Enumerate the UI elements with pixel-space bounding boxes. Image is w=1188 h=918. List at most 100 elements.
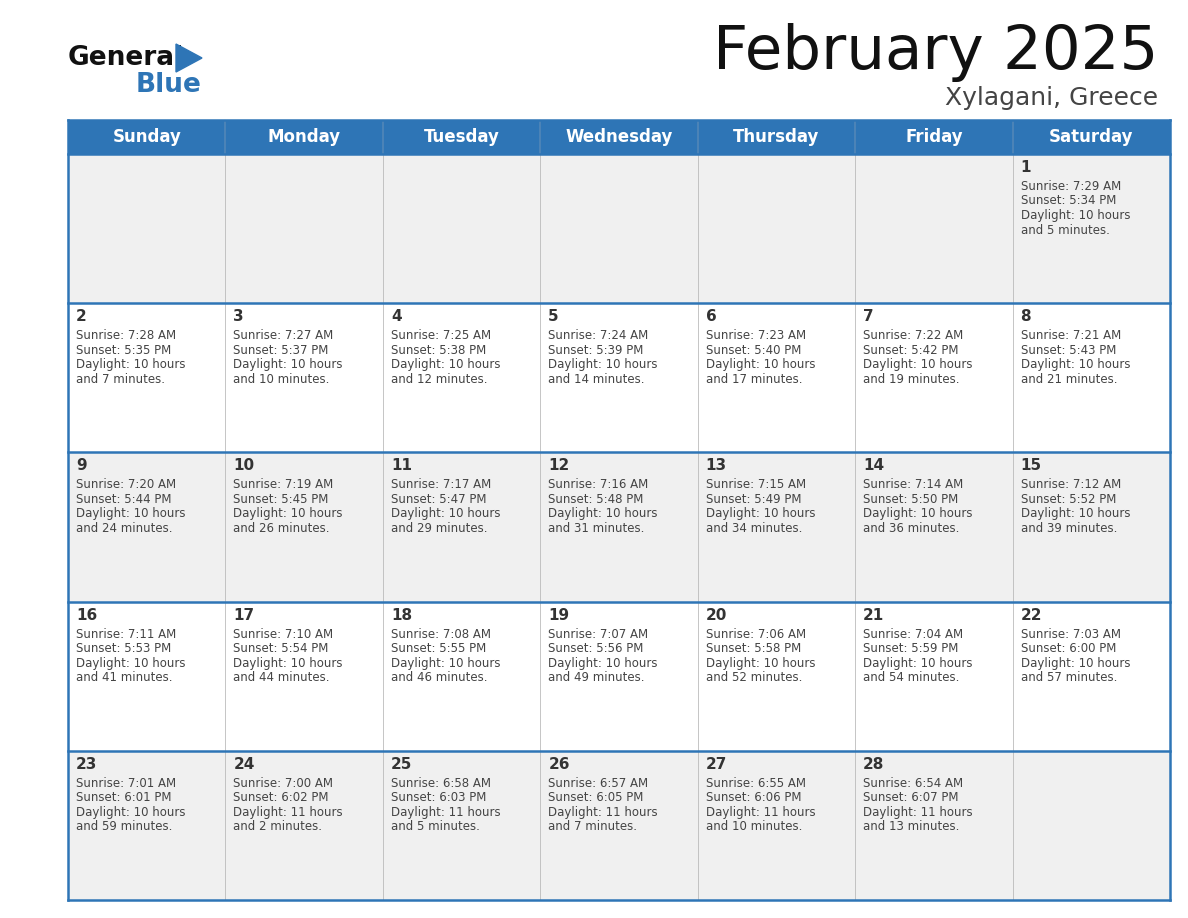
Text: Daylight: 10 hours: Daylight: 10 hours [76, 656, 185, 669]
FancyBboxPatch shape [1012, 120, 1170, 154]
FancyBboxPatch shape [855, 751, 1012, 900]
Text: Sunset: 6:01 PM: Sunset: 6:01 PM [76, 791, 171, 804]
Text: 1: 1 [1020, 160, 1031, 175]
Text: 16: 16 [76, 608, 97, 622]
FancyBboxPatch shape [541, 154, 697, 303]
Text: Daylight: 10 hours: Daylight: 10 hours [391, 508, 500, 521]
Text: Sunset: 5:39 PM: Sunset: 5:39 PM [549, 343, 644, 357]
Text: Sunset: 6:03 PM: Sunset: 6:03 PM [391, 791, 486, 804]
Text: Sunrise: 7:04 AM: Sunrise: 7:04 AM [864, 628, 963, 641]
FancyBboxPatch shape [226, 453, 383, 601]
Text: 19: 19 [549, 608, 569, 622]
Text: and 49 minutes.: and 49 minutes. [549, 671, 645, 684]
FancyBboxPatch shape [541, 601, 697, 751]
FancyBboxPatch shape [855, 303, 1012, 453]
Text: Daylight: 10 hours: Daylight: 10 hours [706, 656, 815, 669]
Text: Daylight: 10 hours: Daylight: 10 hours [1020, 508, 1130, 521]
Text: Sunrise: 7:15 AM: Sunrise: 7:15 AM [706, 478, 805, 491]
Text: Sunrise: 7:14 AM: Sunrise: 7:14 AM [864, 478, 963, 491]
Text: 21: 21 [864, 608, 884, 622]
Text: 4: 4 [391, 309, 402, 324]
Text: Sunrise: 7:28 AM: Sunrise: 7:28 AM [76, 330, 176, 342]
Text: 2: 2 [76, 309, 87, 324]
Text: Daylight: 10 hours: Daylight: 10 hours [76, 806, 185, 819]
Text: 7: 7 [864, 309, 873, 324]
Text: Daylight: 10 hours: Daylight: 10 hours [864, 508, 973, 521]
FancyBboxPatch shape [383, 751, 541, 900]
FancyBboxPatch shape [383, 120, 541, 154]
FancyBboxPatch shape [226, 120, 383, 154]
Text: and 26 minutes.: and 26 minutes. [233, 522, 330, 535]
FancyBboxPatch shape [855, 154, 1012, 303]
Text: February 2025: February 2025 [713, 23, 1158, 82]
Text: Daylight: 10 hours: Daylight: 10 hours [233, 656, 343, 669]
Text: and 54 minutes.: and 54 minutes. [864, 671, 960, 684]
FancyBboxPatch shape [383, 453, 541, 601]
Text: Daylight: 10 hours: Daylight: 10 hours [549, 656, 658, 669]
Text: and 39 minutes.: and 39 minutes. [1020, 522, 1117, 535]
Text: and 41 minutes.: and 41 minutes. [76, 671, 172, 684]
FancyBboxPatch shape [68, 154, 226, 303]
Text: Daylight: 10 hours: Daylight: 10 hours [1020, 209, 1130, 222]
Text: 6: 6 [706, 309, 716, 324]
Text: Sunrise: 6:58 AM: Sunrise: 6:58 AM [391, 777, 491, 789]
FancyBboxPatch shape [226, 751, 383, 900]
FancyBboxPatch shape [697, 751, 855, 900]
Text: Saturday: Saturday [1049, 128, 1133, 146]
Text: and 46 minutes.: and 46 minutes. [391, 671, 487, 684]
Text: Daylight: 10 hours: Daylight: 10 hours [391, 656, 500, 669]
Text: and 5 minutes.: and 5 minutes. [391, 821, 480, 834]
Text: and 12 minutes.: and 12 minutes. [391, 373, 487, 386]
Text: 26: 26 [549, 756, 570, 772]
Text: Friday: Friday [905, 128, 962, 146]
Text: 24: 24 [233, 756, 254, 772]
Text: Daylight: 10 hours: Daylight: 10 hours [1020, 656, 1130, 669]
FancyBboxPatch shape [68, 120, 226, 154]
Text: Sunset: 5:43 PM: Sunset: 5:43 PM [1020, 343, 1116, 357]
Text: Wednesday: Wednesday [565, 128, 672, 146]
Text: 20: 20 [706, 608, 727, 622]
Text: Daylight: 11 hours: Daylight: 11 hours [549, 806, 658, 819]
FancyBboxPatch shape [1012, 303, 1170, 453]
Text: Sunset: 5:50 PM: Sunset: 5:50 PM [864, 493, 959, 506]
FancyBboxPatch shape [68, 453, 226, 601]
FancyBboxPatch shape [226, 303, 383, 453]
Text: Daylight: 10 hours: Daylight: 10 hours [864, 358, 973, 371]
Text: Sunset: 5:38 PM: Sunset: 5:38 PM [391, 343, 486, 357]
Text: Daylight: 10 hours: Daylight: 10 hours [864, 656, 973, 669]
Text: Thursday: Thursday [733, 128, 820, 146]
Text: and 7 minutes.: and 7 minutes. [549, 821, 637, 834]
Text: Sunrise: 7:01 AM: Sunrise: 7:01 AM [76, 777, 176, 789]
Text: 17: 17 [233, 608, 254, 622]
FancyBboxPatch shape [68, 303, 226, 453]
Text: 28: 28 [864, 756, 885, 772]
Text: 3: 3 [233, 309, 244, 324]
Text: Sunrise: 7:29 AM: Sunrise: 7:29 AM [1020, 180, 1120, 193]
Text: and 14 minutes.: and 14 minutes. [549, 373, 645, 386]
Text: Sunrise: 7:12 AM: Sunrise: 7:12 AM [1020, 478, 1120, 491]
Text: Sunrise: 7:23 AM: Sunrise: 7:23 AM [706, 330, 805, 342]
Text: Sunrise: 7:11 AM: Sunrise: 7:11 AM [76, 628, 176, 641]
Text: Sunrise: 7:25 AM: Sunrise: 7:25 AM [391, 330, 491, 342]
Text: Xylagani, Greece: Xylagani, Greece [944, 86, 1158, 110]
Text: Sunset: 5:40 PM: Sunset: 5:40 PM [706, 343, 801, 357]
Text: Sunset: 5:54 PM: Sunset: 5:54 PM [233, 642, 329, 655]
Text: Sunset: 5:37 PM: Sunset: 5:37 PM [233, 343, 329, 357]
Text: Sunrise: 7:00 AM: Sunrise: 7:00 AM [233, 777, 334, 789]
Text: 5: 5 [549, 309, 558, 324]
Text: and 19 minutes.: and 19 minutes. [864, 373, 960, 386]
Text: Sunrise: 7:06 AM: Sunrise: 7:06 AM [706, 628, 805, 641]
Text: Daylight: 10 hours: Daylight: 10 hours [76, 508, 185, 521]
Text: and 10 minutes.: and 10 minutes. [706, 821, 802, 834]
Text: Sunset: 5:44 PM: Sunset: 5:44 PM [76, 493, 171, 506]
Text: and 59 minutes.: and 59 minutes. [76, 821, 172, 834]
FancyBboxPatch shape [541, 303, 697, 453]
Text: Daylight: 10 hours: Daylight: 10 hours [233, 508, 343, 521]
FancyBboxPatch shape [541, 751, 697, 900]
Text: 22: 22 [1020, 608, 1042, 622]
Text: Sunset: 5:47 PM: Sunset: 5:47 PM [391, 493, 486, 506]
Text: Sunrise: 7:22 AM: Sunrise: 7:22 AM [864, 330, 963, 342]
Text: 13: 13 [706, 458, 727, 474]
Text: Sunrise: 6:57 AM: Sunrise: 6:57 AM [549, 777, 649, 789]
Text: and 17 minutes.: and 17 minutes. [706, 373, 802, 386]
